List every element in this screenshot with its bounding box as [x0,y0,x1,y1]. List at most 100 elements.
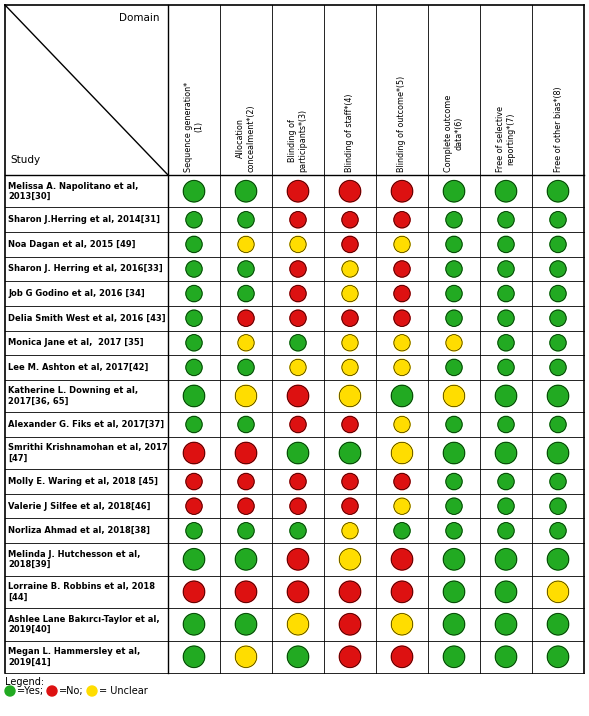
Circle shape [238,359,254,375]
Circle shape [342,310,358,326]
Circle shape [186,523,202,539]
Circle shape [446,359,462,375]
Circle shape [394,212,410,228]
Circle shape [498,359,514,375]
Circle shape [446,417,462,432]
Circle shape [446,261,462,277]
Circle shape [391,442,413,464]
Circle shape [287,548,309,570]
Circle shape [391,581,413,603]
Circle shape [287,646,309,667]
Text: Blinding of outcome*(5): Blinding of outcome*(5) [398,76,406,172]
Circle shape [394,523,410,539]
Circle shape [339,548,360,570]
Text: =No;: =No; [59,686,84,696]
Circle shape [394,286,410,301]
Circle shape [287,180,309,202]
Circle shape [290,236,306,253]
Circle shape [186,498,202,514]
Circle shape [391,548,413,570]
Circle shape [186,473,202,490]
Circle shape [235,646,257,667]
Circle shape [235,548,257,570]
Circle shape [183,548,205,570]
Text: Domain: Domain [120,13,160,23]
Circle shape [290,473,306,490]
Circle shape [186,417,202,432]
Circle shape [444,442,465,464]
Circle shape [238,212,254,228]
Circle shape [391,385,413,407]
Circle shape [394,334,410,351]
Text: Sharon J.Herring et al, 2014[31]: Sharon J.Herring et al, 2014[31] [8,216,160,224]
Circle shape [444,614,465,635]
Circle shape [287,614,309,635]
Circle shape [339,646,360,667]
Circle shape [342,359,358,375]
Circle shape [235,581,257,603]
Circle shape [339,581,360,603]
Circle shape [342,212,358,228]
Circle shape [498,523,514,539]
Circle shape [498,310,514,326]
Text: Megan L. Hammersley et al,
2019[41]: Megan L. Hammersley et al, 2019[41] [8,647,140,667]
Circle shape [495,614,517,635]
Circle shape [495,180,517,202]
Circle shape [186,212,202,228]
Circle shape [550,310,566,326]
Text: Complete outcome
data*(6): Complete outcome data*(6) [444,95,464,172]
Circle shape [238,417,254,432]
Circle shape [446,310,462,326]
Circle shape [342,473,358,490]
Circle shape [290,417,306,432]
Circle shape [290,261,306,277]
Circle shape [446,212,462,228]
Text: Alexander G. Fiks et al, 2017[37]: Alexander G. Fiks et al, 2017[37] [8,420,164,429]
Circle shape [186,261,202,277]
Circle shape [495,385,517,407]
Text: Allocation
concealment*(2): Allocation concealment*(2) [236,105,256,172]
Circle shape [339,385,360,407]
Circle shape [186,334,202,351]
Circle shape [235,180,257,202]
Text: Blinding of staff*(4): Blinding of staff*(4) [346,94,355,172]
Text: Melinda J. Hutchesson et al,
2018[39]: Melinda J. Hutchesson et al, 2018[39] [8,550,140,569]
Circle shape [186,310,202,326]
Circle shape [238,498,254,514]
Text: Blinding of
participants*(3): Blinding of participants*(3) [288,109,307,172]
Circle shape [342,417,358,432]
Circle shape [5,686,15,696]
Circle shape [394,236,410,253]
Circle shape [235,385,257,407]
Circle shape [498,473,514,490]
Circle shape [342,261,358,277]
Circle shape [498,261,514,277]
Circle shape [547,581,569,603]
Text: Molly E. Waring et al, 2018 [45]: Molly E. Waring et al, 2018 [45] [8,477,158,486]
Circle shape [183,646,205,667]
Circle shape [495,581,517,603]
Circle shape [238,334,254,351]
Circle shape [391,646,413,667]
Circle shape [290,498,306,514]
Circle shape [290,310,306,326]
Circle shape [446,286,462,301]
Circle shape [550,417,566,432]
Text: Free of other bias*(8): Free of other bias*(8) [554,87,562,172]
Circle shape [87,686,97,696]
Circle shape [391,180,413,202]
Circle shape [550,334,566,351]
Text: Delia Smith West et al, 2016 [43]: Delia Smith West et al, 2016 [43] [8,314,166,323]
Circle shape [342,236,358,253]
Circle shape [183,581,205,603]
Circle shape [394,261,410,277]
Circle shape [339,614,360,635]
Circle shape [547,180,569,202]
Circle shape [238,286,254,301]
Circle shape [446,334,462,351]
Circle shape [394,359,410,375]
Circle shape [183,442,205,464]
Text: = Unclear: = Unclear [99,686,148,696]
Circle shape [342,286,358,301]
Circle shape [444,581,465,603]
